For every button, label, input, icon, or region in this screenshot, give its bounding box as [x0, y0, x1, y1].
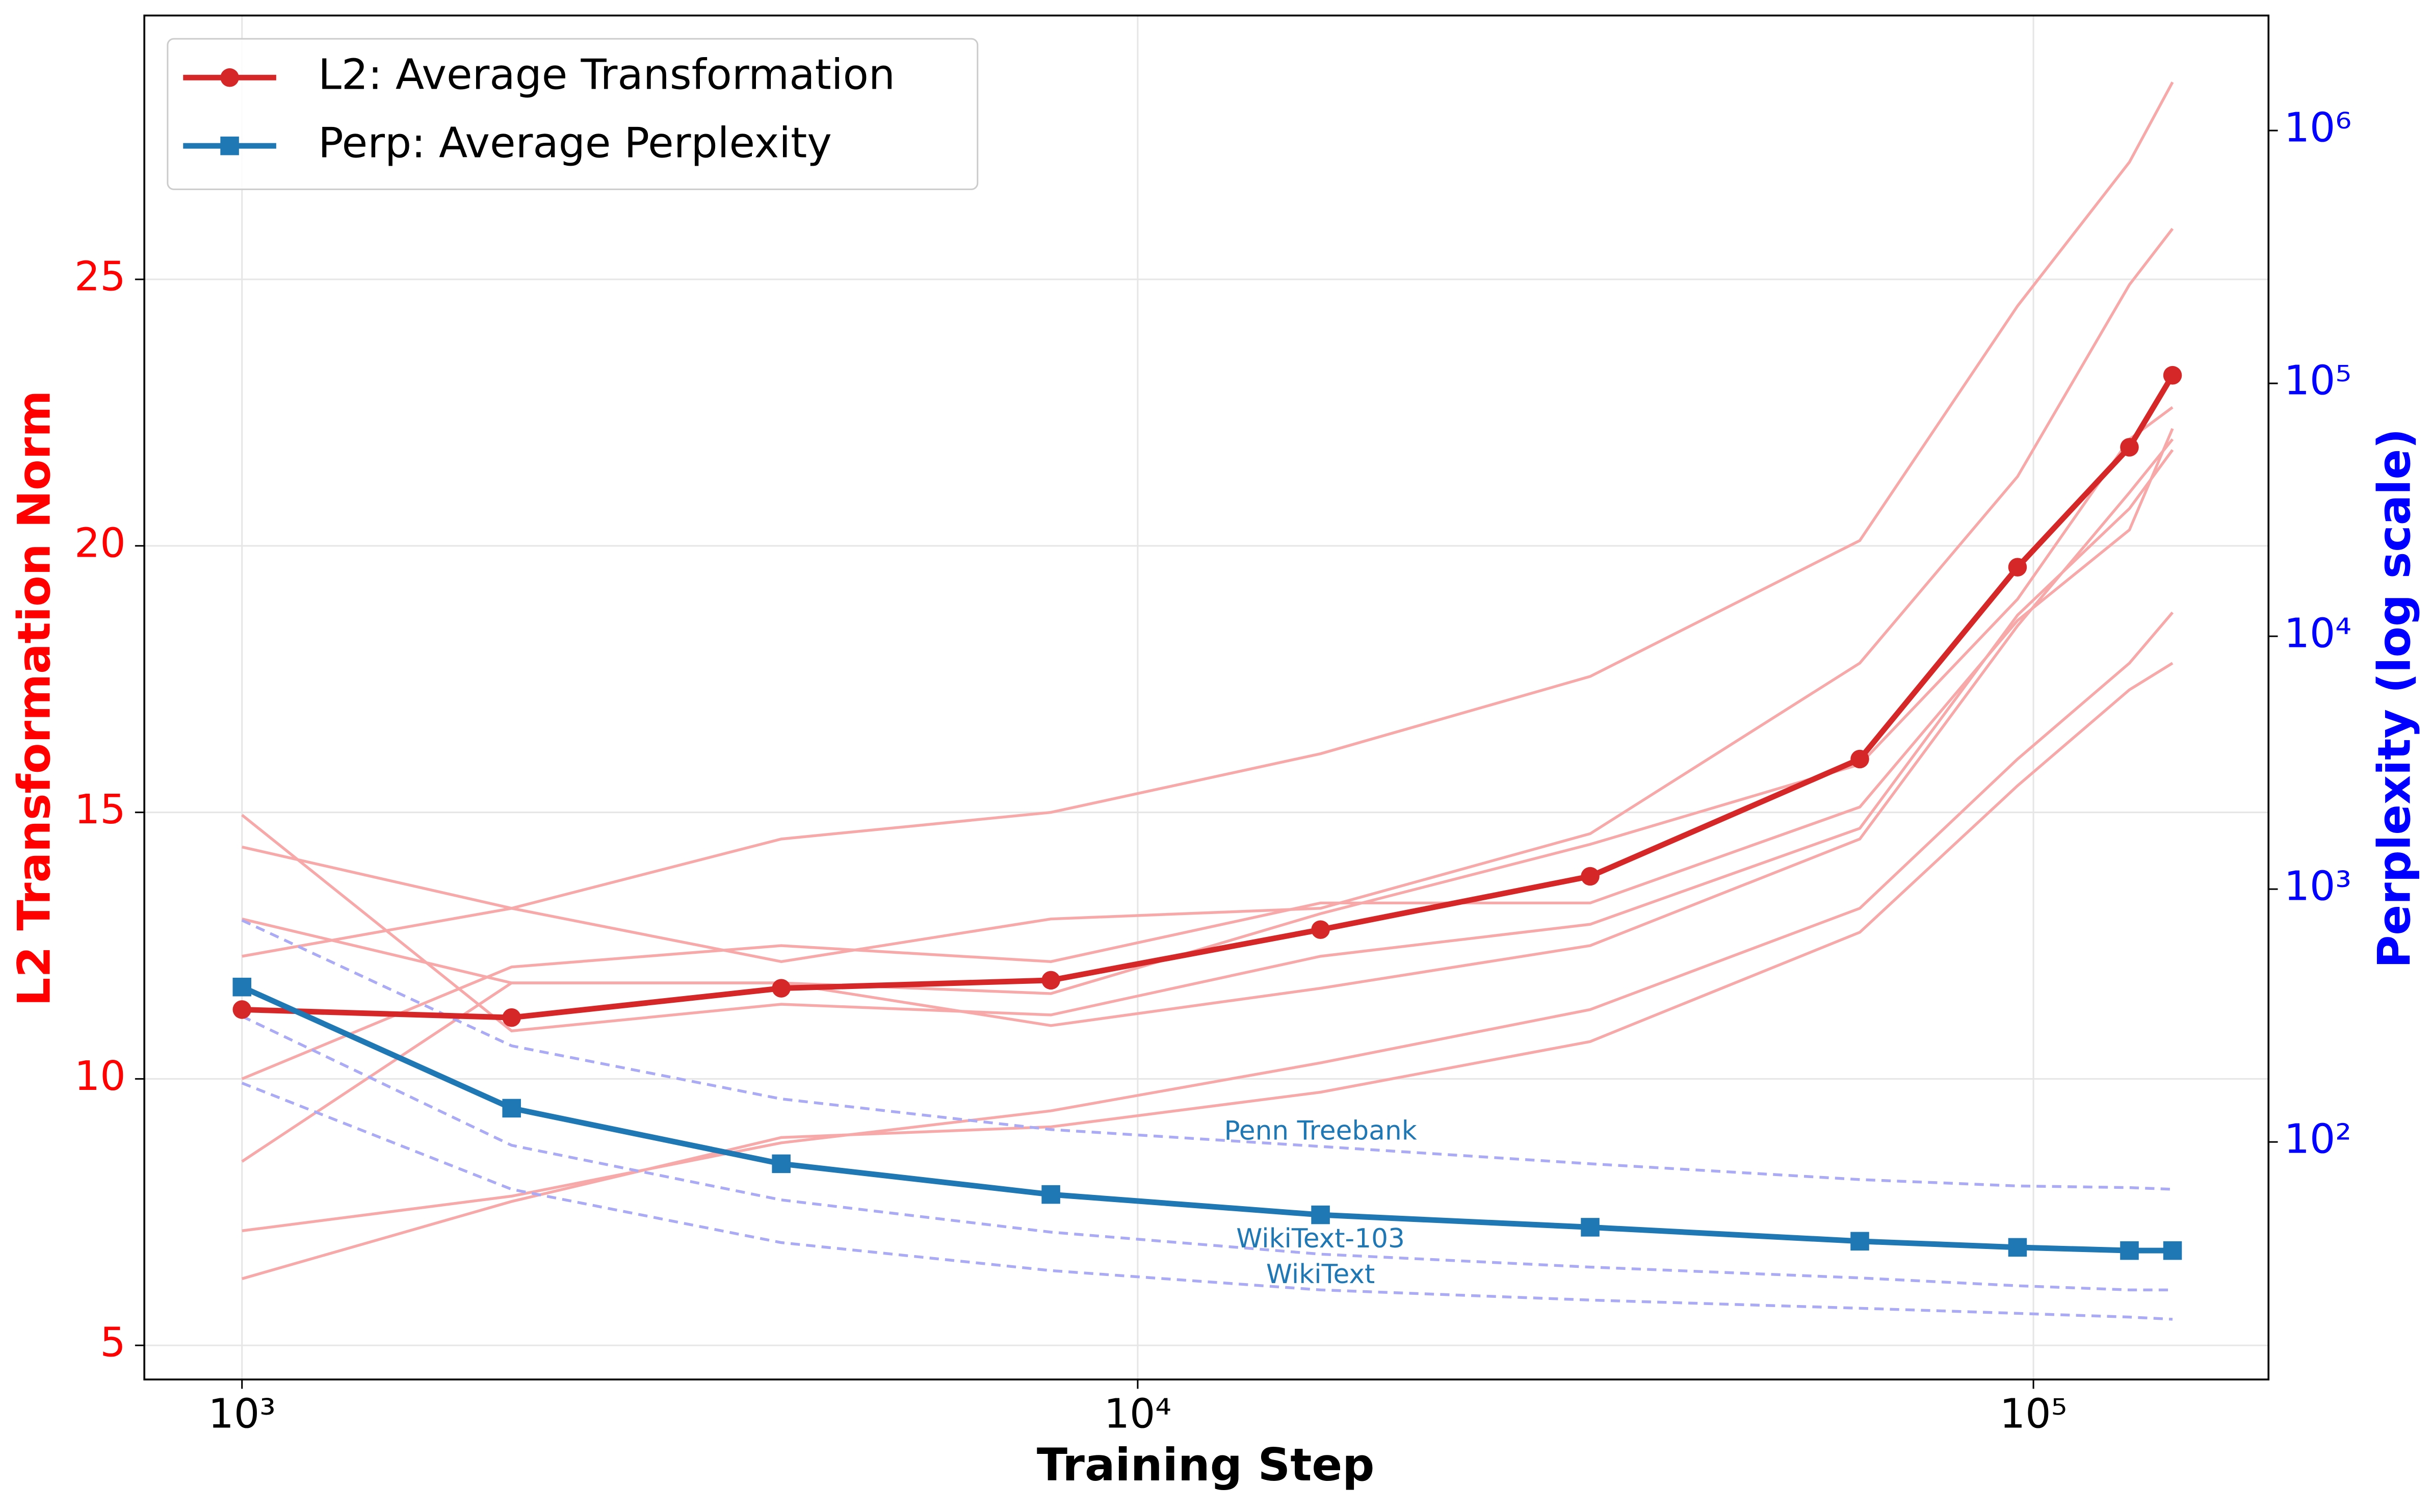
marker [232, 1000, 251, 1019]
x-tick-label: 10⁴ [1104, 1391, 1171, 1438]
x-tick-label: 10⁵ [2000, 1391, 2067, 1438]
x-axis-label: Training Step [1037, 1439, 1375, 1491]
run-line [242, 81, 2174, 958]
y2-axis-label: Perplexity (log scale) [2368, 428, 2420, 968]
marker [2120, 1241, 2139, 1260]
run-line [241, 449, 2174, 1033]
legend-label: Perp: Average Perplexity [318, 119, 832, 168]
series-line [242, 374, 2175, 1021]
x-tick-label: 10³ [208, 1391, 276, 1438]
marker [1581, 867, 1600, 886]
y-tick-label: 20 [74, 519, 126, 566]
y-tick-label: 10 [74, 1053, 126, 1100]
annotation: WikiText-103 [1236, 1223, 1405, 1254]
marker [1311, 1205, 1330, 1224]
run-line [241, 919, 2173, 1191]
plot-frame [143, 14, 2270, 1380]
marker [1850, 749, 1869, 769]
marker [502, 1008, 521, 1027]
marker [1041, 971, 1060, 990]
marker [1850, 1232, 1869, 1251]
marker [2008, 1238, 2027, 1257]
marker [2163, 1241, 2182, 1260]
marker [772, 1154, 791, 1174]
y-tick-label: 15 [74, 786, 126, 833]
marker [1581, 1218, 1600, 1237]
y2-tick-label: 10⁶ [2284, 105, 2351, 151]
marker [1311, 920, 1330, 939]
marker [502, 1099, 521, 1118]
run-line [241, 1015, 2173, 1292]
marker [2120, 438, 2139, 457]
marker [232, 977, 251, 997]
y-tick-label: 5 [100, 1319, 125, 1366]
legend-marker [220, 68, 239, 87]
legend-marker [220, 136, 239, 155]
y2-tick-label: 10⁵ [2284, 357, 2351, 404]
marker [772, 979, 791, 998]
marker [2163, 366, 2182, 385]
run-line [242, 228, 2174, 963]
y2-tick-label: 10³ [2284, 863, 2351, 910]
marker [2008, 558, 2027, 577]
series-line [241, 984, 2173, 1254]
y2-tick-label: 10² [2284, 1116, 2351, 1163]
y-axis-label: L2 Transformation Norm [8, 390, 61, 1006]
annotation: Penn Treebank [1224, 1116, 1417, 1146]
run-line [241, 438, 2174, 1163]
y2-tick-label: 10⁴ [2284, 610, 2351, 657]
legend-box [167, 38, 979, 190]
y-tick-label: 25 [74, 253, 126, 300]
marker [1041, 1185, 1060, 1204]
annotation: WikiText [1266, 1259, 1375, 1290]
run-line [241, 1082, 2173, 1321]
run-line [241, 662, 2174, 1281]
legend-label: L2: Average Transformation [318, 51, 895, 99]
